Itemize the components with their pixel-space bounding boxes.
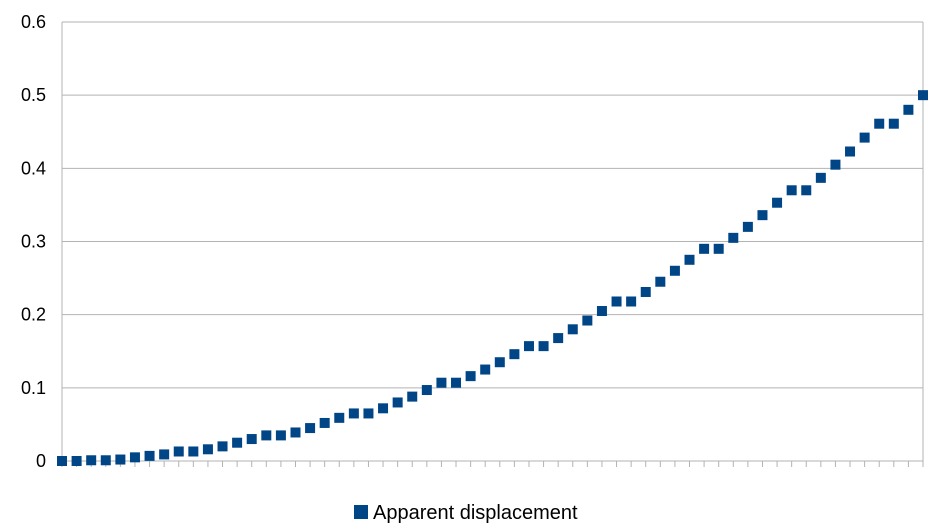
data-point bbox=[918, 90, 928, 101]
data-point bbox=[713, 243, 724, 254]
data-point bbox=[509, 349, 520, 360]
data-points bbox=[57, 90, 928, 466]
data-point bbox=[669, 265, 680, 276]
legend-swatch bbox=[354, 505, 368, 519]
data-point bbox=[596, 306, 607, 317]
data-point bbox=[451, 377, 462, 388]
data-point bbox=[465, 371, 476, 382]
data-point bbox=[421, 385, 432, 396]
data-point bbox=[523, 341, 534, 352]
data-point bbox=[888, 118, 899, 129]
data-point bbox=[378, 403, 389, 414]
data-point bbox=[71, 456, 82, 466]
data-point bbox=[173, 446, 184, 457]
data-point bbox=[815, 172, 826, 183]
data-point bbox=[115, 454, 126, 465]
data-point bbox=[757, 210, 768, 221]
data-point bbox=[830, 159, 841, 170]
data-point bbox=[801, 185, 812, 196]
data-point bbox=[845, 146, 856, 157]
data-point bbox=[640, 286, 651, 297]
data-point bbox=[728, 232, 739, 243]
data-point bbox=[363, 408, 374, 419]
data-point bbox=[859, 132, 870, 143]
data-point bbox=[217, 441, 228, 452]
data-point bbox=[407, 391, 418, 402]
data-point bbox=[655, 276, 666, 287]
y-tick-label: 0.1 bbox=[21, 378, 46, 398]
data-point bbox=[874, 118, 885, 129]
data-point bbox=[86, 455, 97, 466]
data-point bbox=[494, 357, 505, 368]
data-point bbox=[100, 455, 111, 466]
data-point bbox=[261, 430, 272, 441]
data-point bbox=[436, 377, 447, 388]
data-point bbox=[553, 333, 564, 344]
data-point bbox=[159, 449, 170, 460]
data-point bbox=[275, 430, 286, 441]
data-point bbox=[742, 221, 753, 232]
data-point bbox=[290, 427, 301, 438]
data-point bbox=[392, 397, 403, 408]
data-point bbox=[538, 341, 549, 352]
data-point bbox=[57, 456, 67, 466]
data-point bbox=[582, 315, 593, 326]
x-tick-marks bbox=[61, 461, 924, 467]
data-point bbox=[903, 104, 914, 115]
data-point bbox=[348, 408, 359, 419]
y-tick-label: 0.5 bbox=[21, 85, 46, 105]
data-point bbox=[699, 243, 710, 254]
data-point bbox=[567, 324, 578, 335]
data-point bbox=[772, 197, 783, 208]
data-point bbox=[188, 446, 199, 457]
y-tick-label: 0.3 bbox=[21, 232, 46, 252]
data-point bbox=[319, 417, 330, 428]
data-point bbox=[626, 296, 637, 307]
data-point bbox=[684, 254, 695, 265]
data-point bbox=[246, 434, 257, 445]
data-point bbox=[305, 423, 316, 434]
y-tick-labels: 0 0.1 0.2 0.3 0.4 0.5 0.6 bbox=[21, 12, 46, 471]
data-point bbox=[202, 444, 213, 455]
legend-label-apparent-displacement: Apparent displacement bbox=[373, 502, 578, 524]
y-tick-label: 0.6 bbox=[21, 12, 46, 32]
y-tick-label: 0.2 bbox=[21, 305, 46, 325]
data-point bbox=[129, 452, 140, 463]
data-point bbox=[786, 185, 797, 196]
data-point bbox=[144, 450, 155, 461]
y-tick-label: 0 bbox=[36, 451, 46, 471]
data-point bbox=[611, 296, 622, 307]
data-point bbox=[334, 412, 345, 423]
legend: Apparent displacement bbox=[354, 502, 578, 524]
data-point bbox=[232, 437, 243, 448]
y-tick-label: 0.4 bbox=[21, 158, 46, 178]
grid bbox=[62, 21, 923, 389]
data-point bbox=[480, 364, 491, 375]
